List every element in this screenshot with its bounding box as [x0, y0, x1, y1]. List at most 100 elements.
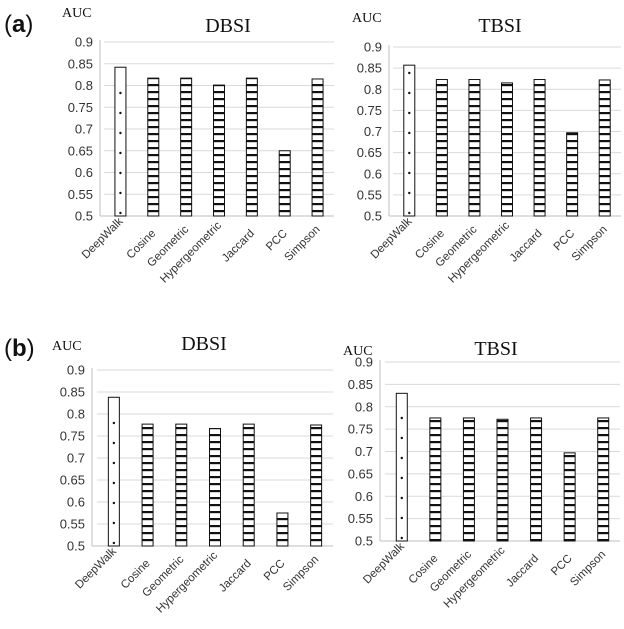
- y-tick-label: 0.9: [75, 35, 93, 50]
- y-tick-label: 0.9: [355, 355, 373, 370]
- bar-dot: [400, 456, 403, 460]
- bar-dot: [112, 421, 116, 425]
- y-tick-label: 0.85: [60, 385, 85, 400]
- y-tick-label: 0.8: [355, 399, 373, 414]
- y-tick-label: 0.55: [357, 187, 382, 202]
- y-axis-label: AUC: [352, 11, 382, 26]
- y-tick-label: 0.85: [357, 61, 382, 76]
- y-tick-label: 0.75: [60, 429, 85, 444]
- bar-hypergeometric: [496, 418, 509, 542]
- bar-dot: [400, 416, 403, 420]
- x-tick-label: PCC: [264, 228, 290, 254]
- bar-dot: [112, 461, 116, 465]
- bar-dot: [112, 541, 116, 545]
- chart-title: DBSI: [181, 333, 227, 355]
- bar-simpson: [597, 417, 610, 542]
- bar-dot: [400, 476, 403, 480]
- x-tick-label: Jaccard: [217, 558, 254, 595]
- x-tick-label: PCC: [262, 558, 288, 584]
- bar-geometric: [468, 79, 481, 217]
- bar-cosine: [435, 79, 448, 217]
- bar-dot: [408, 191, 411, 195]
- y-tick-label: 0.75: [348, 422, 373, 437]
- y-tick-label: 0.9: [67, 363, 85, 378]
- bar-dot: [119, 211, 122, 215]
- chart-a-tbsi: TBSIAUC0.50.550.60.650.70.750.80.850.9De…: [352, 11, 621, 286]
- y-tick-label: 0.65: [348, 466, 373, 481]
- y-tick-label: 0.6: [75, 165, 93, 180]
- bar-jaccard: [245, 77, 258, 217]
- bar-dot: [119, 91, 122, 95]
- y-tick-label: 0.75: [357, 103, 382, 118]
- bar-simpson: [598, 79, 611, 217]
- chart-b-dbsi: DBSIAUC0.50.550.60.650.70.750.80.850.9De…: [52, 333, 333, 616]
- bar-dot: [400, 436, 403, 440]
- y-tick-label: 0.65: [60, 473, 85, 488]
- bar-dot: [112, 521, 116, 525]
- chart-b-tbsi: TBSIAUC0.50.550.60.650.70.750.80.850.9De…: [343, 338, 620, 611]
- y-tick-label: 0.85: [348, 377, 373, 392]
- bar-pcc: [563, 452, 576, 542]
- x-tick-label: PCC: [552, 228, 578, 254]
- y-axis-label: AUC: [52, 339, 82, 354]
- y-tick-label: 0.55: [68, 187, 93, 202]
- y-tick-label: 0.5: [364, 209, 382, 224]
- chart-title: DBSI: [205, 15, 251, 37]
- y-tick-label: 0.85: [68, 56, 93, 71]
- y-tick-label: 0.5: [67, 539, 85, 554]
- y-tick-label: 0.65: [68, 143, 93, 158]
- x-tick-label: Jaccard: [508, 228, 545, 265]
- y-tick-label: 0.9: [364, 40, 382, 55]
- bar-dot: [408, 131, 411, 135]
- bar-dot: [408, 151, 411, 155]
- chart-title: TBSI: [474, 338, 517, 360]
- bar-dot: [112, 481, 116, 485]
- panel-label-a: (a): [4, 11, 33, 38]
- chart-a-dbsi: DBSIAUC0.50.550.60.650.70.750.80.850.9De…: [62, 6, 334, 286]
- bar-dot: [408, 71, 411, 75]
- bar-dot: [119, 151, 122, 155]
- bar-geometric: [462, 417, 475, 542]
- y-tick-label: 0.8: [364, 82, 382, 97]
- y-tick-label: 0.8: [67, 407, 85, 422]
- bar-hypergeometric: [501, 82, 513, 217]
- bar-cosine: [147, 77, 160, 217]
- y-tick-label: 0.6: [67, 495, 85, 510]
- bar-cosine: [141, 423, 154, 547]
- bar-dot: [112, 501, 116, 505]
- bar-deepwalk: [403, 64, 416, 217]
- bar-dot: [408, 91, 411, 95]
- y-tick-label: 0.7: [355, 444, 373, 459]
- y-tick-label: 0.75: [68, 100, 93, 115]
- bar-dot: [112, 441, 116, 445]
- y-axis-label: AUC: [343, 344, 373, 359]
- y-tick-label: 0.5: [75, 209, 93, 224]
- y-tick-label: 0.7: [67, 451, 85, 466]
- y-tick-label: 0.6: [364, 166, 382, 181]
- bar-deepwalk: [395, 392, 408, 542]
- y-tick-label: 0.65: [357, 145, 382, 160]
- bar-jaccard: [533, 79, 546, 217]
- x-tick-label: Simpson: [570, 224, 610, 264]
- bar-hypergeometric: [213, 84, 225, 217]
- y-tick-label: 0.5: [355, 534, 373, 549]
- bar-pcc: [278, 150, 291, 217]
- bar-dot: [408, 111, 411, 115]
- bar-deepwalk: [107, 396, 120, 547]
- y-tick-label: 0.55: [60, 517, 85, 532]
- bar-dot: [119, 171, 122, 175]
- bar-pcc: [566, 132, 579, 217]
- y-tick-label: 0.8: [75, 78, 93, 93]
- bar-dot: [119, 131, 122, 135]
- bar-dot: [119, 111, 122, 115]
- y-tick-label: 0.55: [348, 511, 373, 526]
- bar-jaccard: [242, 423, 255, 547]
- bar-dot: [400, 496, 403, 500]
- bar-geometric: [175, 423, 188, 547]
- y-tick-label: 0.7: [364, 124, 382, 139]
- bar-simpson: [311, 78, 324, 217]
- bar-dot: [408, 171, 411, 175]
- bar-dot: [400, 516, 403, 520]
- bar-dot: [119, 191, 122, 195]
- bar-deepwalk: [114, 66, 127, 217]
